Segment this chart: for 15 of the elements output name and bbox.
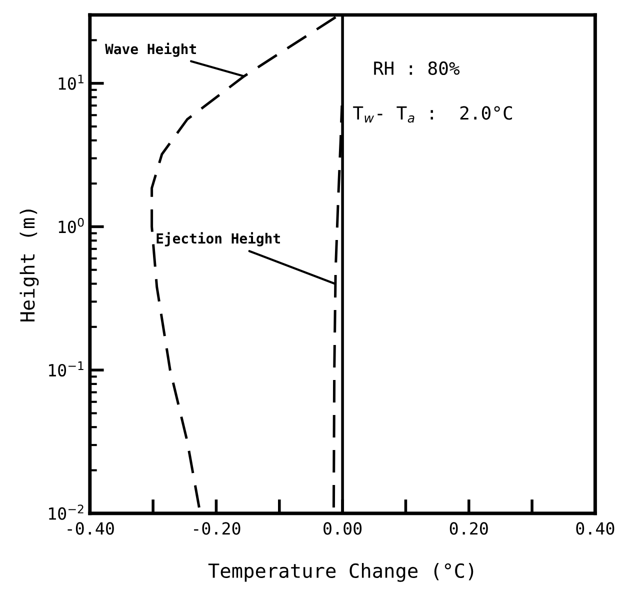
x-tick-label: -0.40 [68, 522, 114, 535]
annotation: Ejection Height [156, 232, 280, 246]
annotation: RH : 80% [374, 61, 460, 76]
x-tick-label: 0.40 [576, 522, 614, 535]
text: T$_{w}$- T$_{a}$ : 2.0°C [353, 106, 512, 123]
y-tick-label: 10$^{−2}$ [49, 504, 84, 520]
annotation: Wave Height [105, 42, 196, 57]
x-tick-label: 0.00 [324, 522, 362, 535]
x-axis-title: Temperature Change (°C) [208, 562, 474, 582]
y-axis-title: Height (m) [20, 210, 39, 322]
y-tick-label: 10$^{−1}$ [49, 361, 84, 377]
x-tick-label: 0.20 [450, 522, 488, 535]
y-tick-label: 10$^{0}$ [58, 218, 84, 234]
x-tick-label: -0.20 [194, 522, 240, 535]
y-tick-label: 10$^{1}$ [58, 74, 84, 90]
